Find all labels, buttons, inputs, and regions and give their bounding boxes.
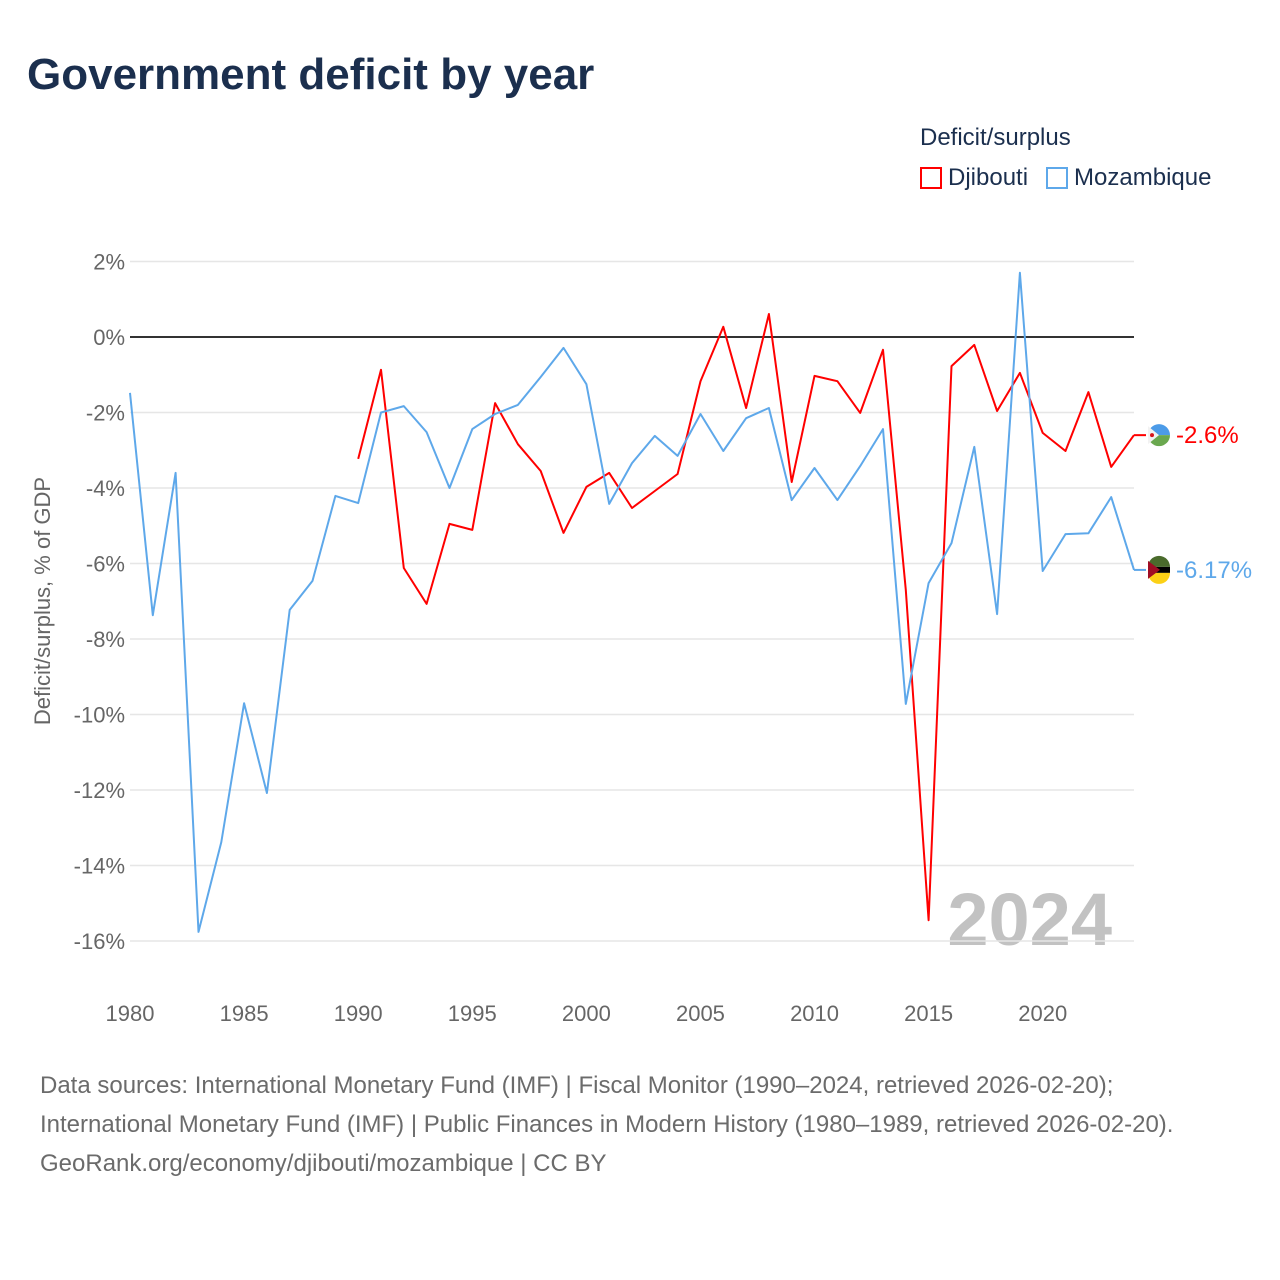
y-tick-label: -12% (74, 778, 125, 803)
footer: Data sources: International Monetary Fun… (40, 1066, 1240, 1183)
legend: Deficit/surplus Djibouti Mozambique (920, 124, 1211, 192)
end-label-mozambique: -6.17% (1176, 557, 1252, 584)
y-tick-label: -14% (74, 854, 125, 879)
y-tick-label: -16% (74, 929, 125, 954)
x-tick-label: 2020 (1018, 1001, 1067, 1026)
series-line-mozambique (129, 271, 1135, 933)
y-tick-label: -6% (86, 552, 125, 577)
year-watermark: 2024 (947, 878, 1112, 961)
x-tick-label: 1990 (334, 1001, 383, 1026)
y-tick-label: -8% (86, 627, 125, 652)
mozambique-flag-icon (1148, 555, 1170, 567)
x-tick-label: 1985 (220, 1001, 269, 1026)
y-tick-label: -2% (86, 401, 125, 426)
chart-title: Government deficit by year (27, 50, 595, 99)
legend-title: Deficit/surplus (920, 124, 1071, 151)
djibouti-flag-star-icon (1150, 433, 1154, 438)
x-tick-label: 1995 (448, 1001, 497, 1026)
y-tick-label: 0% (93, 325, 125, 350)
legend-label-mozambique: Mozambique (1074, 164, 1212, 191)
end-label-djibouti: -2.6% (1176, 422, 1239, 449)
mozambique-flag-icon (1148, 572, 1170, 584)
data-sources: Data sources: International Monetary Fun… (40, 1072, 1174, 1138)
y-axis-label: Deficit/surplus, % of GDP (30, 477, 55, 725)
legend-swatch-djibouti (920, 167, 942, 189)
legend-item-djibouti[interactable]: Djibouti (920, 164, 1028, 192)
y-tick-label: -4% (86, 476, 125, 501)
legend-label-djibouti: Djibouti (948, 164, 1029, 191)
x-tick-label: 1980 (106, 1001, 155, 1026)
attribution-link[interactable]: GeoRank.org/economy/djibouti/mozambique … (40, 1150, 607, 1177)
y-tick-label: -10% (74, 703, 125, 728)
x-tick-label: 2015 (904, 1001, 953, 1026)
x-tick-label: 2000 (562, 1001, 611, 1026)
series-line-djibouti (357, 313, 1135, 922)
x-tick-label: 2010 (790, 1001, 839, 1026)
line-chart: 2024 2% 0% -2% -4% -6% -8% -10% -12% -14% -16% 1980… (30, 250, 1252, 1027)
legend-item-mozambique[interactable]: Mozambique (1046, 164, 1211, 192)
y-tick-label: 2% (93, 250, 125, 275)
x-tick-label: 2005 (676, 1001, 725, 1026)
legend-swatch-mozambique (1046, 167, 1069, 189)
mozambique-flag-icon (1148, 560, 1160, 579)
